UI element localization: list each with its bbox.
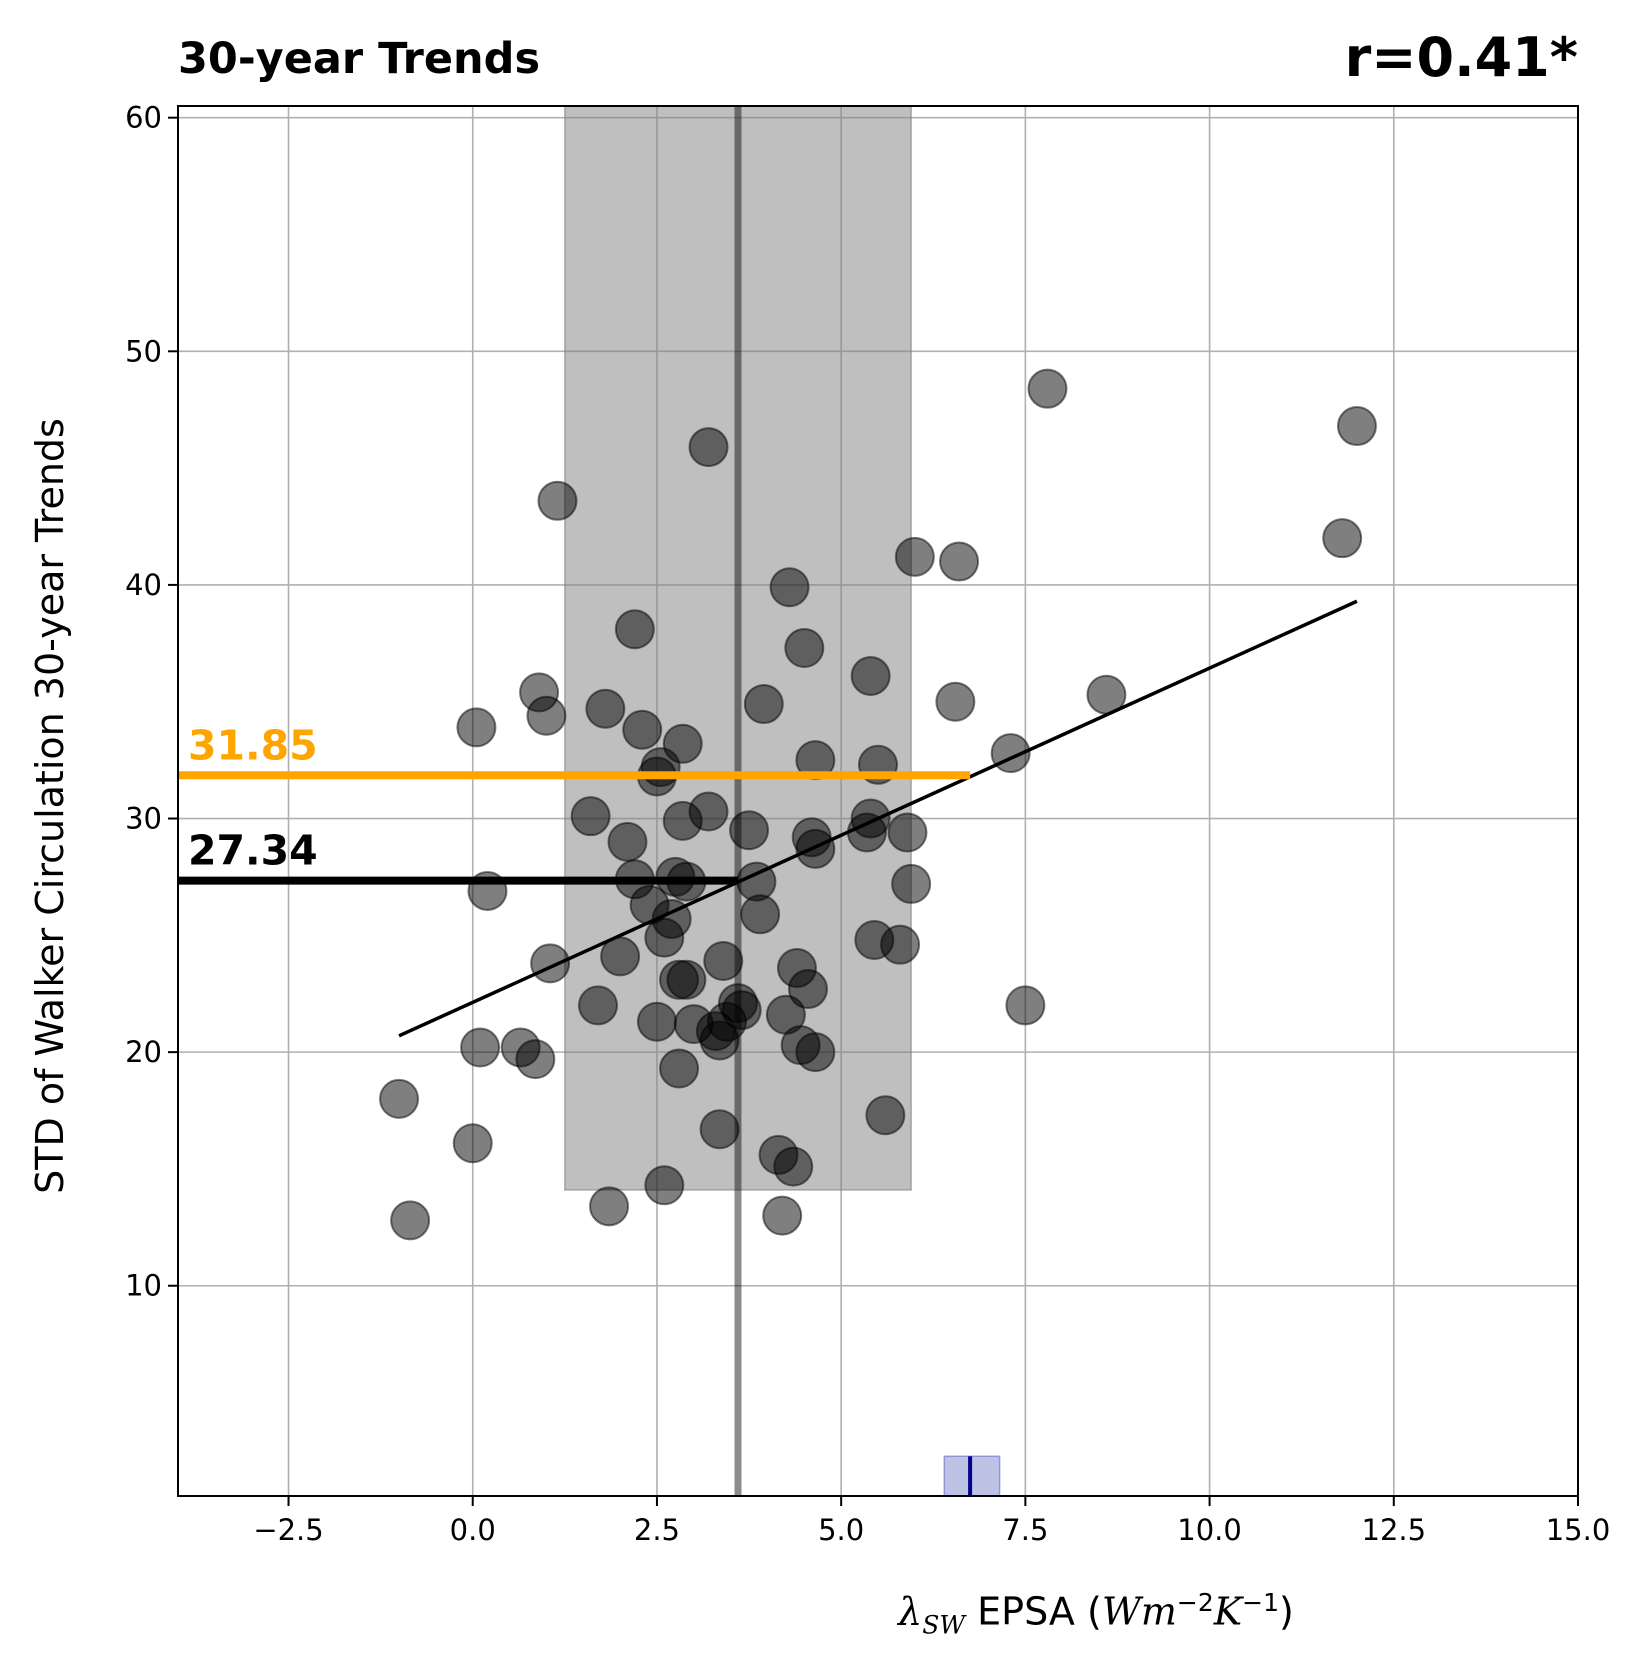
data-point [537,480,578,521]
data-point [740,894,781,935]
x-axis-label: λSW EPSA (Wm−2K−1) [898,1588,1294,1639]
data-point [589,1186,630,1227]
data-point [762,1195,803,1236]
x-axis-unit-mid: K [1213,1589,1243,1634]
plot-frame [177,105,1579,1497]
data-point [585,688,626,729]
data-point [795,1032,836,1073]
x-axis-unit-exp2: −1 [1242,1588,1280,1617]
data-point [452,1123,493,1164]
data-point [607,821,648,862]
data-point [880,924,921,965]
data-point [939,541,980,582]
shaded-band-layer [564,105,1001,1497]
x-axis-subscript: SW [922,1610,966,1640]
data-point [644,1165,685,1206]
x-tick-label: −2.5 [253,1513,323,1547]
data-point [850,656,891,697]
y-tick-label: 60 [125,101,162,135]
hline-label: 27.34 [188,827,318,875]
data-point [887,812,928,853]
data-point [614,609,655,650]
data-point [865,1095,906,1136]
y-tick-label: 30 [125,802,162,836]
axes: −2.5 0.0 2.5 5.0 7.5 10.0 12.5 15.0 10 20 30 40 50 60 [125,101,1610,1547]
data-point [688,791,729,832]
hline-label: 31.85 [188,721,318,769]
data-point [515,1039,556,1080]
correlation-label: r=0.41* [1344,26,1578,89]
data-point [456,707,497,748]
y-tick-label: 50 [125,334,162,368]
data-point [935,681,976,722]
x-tick-label: 5.0 [818,1513,864,1547]
data-point [891,863,932,904]
data-point [578,985,618,1026]
data-point [688,427,729,468]
regression-line [398,599,1358,1038]
x-tick-label: 2.5 [634,1513,680,1547]
data-point [666,959,707,1000]
data-point [1005,985,1046,1026]
data-point [379,1078,420,1119]
data-point [1027,368,1068,409]
x-tick-label: 7.5 [1002,1513,1048,1547]
data-point [788,969,828,1010]
y-axis-label: STD of Walker Circulation 30-year Trends [28,418,72,1194]
y-tick-label: 10 [125,1269,162,1303]
x-tick-label: 0.0 [450,1513,496,1547]
data-point [622,709,663,750]
data-point [850,798,891,839]
data-point [390,1200,431,1241]
chart-title: 30-year Trends [178,34,541,84]
data-points [379,368,1377,1241]
data-point [526,695,567,736]
x-axis-unit-base: Wm [1101,1589,1177,1634]
x-axis-unit-exp1: −2 [1176,1588,1214,1617]
data-point [1322,518,1363,559]
data-point [460,1027,501,1068]
x-tick-label: 15.0 [1546,1513,1611,1547]
data-point [1336,406,1377,447]
data-point [721,990,762,1031]
data-point [894,536,935,577]
data-point [662,723,703,764]
data-point [743,684,784,725]
data-point [636,1001,677,1042]
data-point [659,1048,700,1089]
data-point [729,810,770,851]
x-tick-label: 12.5 [1362,1513,1427,1547]
x-axis-symbol: λ [898,1589,923,1634]
data-point [795,828,836,869]
data-point [570,796,611,837]
data-point [703,941,744,982]
x-tick-label: 10.0 [1177,1513,1242,1547]
x-axis-text: EPSA ( [965,1589,1102,1634]
y-tick-label: 40 [125,568,162,602]
data-point [769,567,810,608]
data-point [773,1146,814,1187]
x-axis-close: ) [1279,1589,1294,1634]
data-point [699,1109,740,1150]
overlay-lines: 31.85 27.34 [178,106,1358,1496]
data-point [530,943,571,984]
data-point [784,627,825,668]
y-tick-label: 20 [125,1035,162,1069]
